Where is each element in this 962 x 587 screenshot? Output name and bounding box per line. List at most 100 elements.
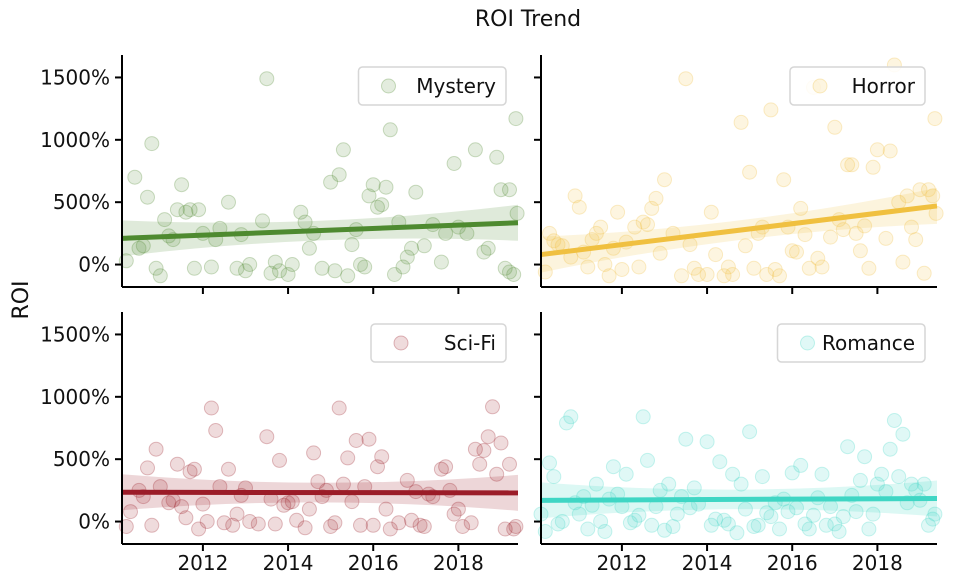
- point-sci-fi-73: [467, 441, 483, 457]
- point-sci-fi-32: [272, 452, 287, 468]
- point-horror-80: [916, 265, 932, 281]
- point-horror-77: [904, 219, 919, 235]
- point-mystery-38: [323, 174, 339, 190]
- point-mystery-61: [433, 254, 449, 270]
- point-sci-fi-29: [259, 429, 275, 445]
- point-sci-fi-69: [446, 506, 462, 522]
- point-romance-63: [806, 507, 821, 523]
- point-romance-62: [801, 521, 817, 537]
- point-mystery-42: [340, 268, 356, 284]
- point-romance-58: [784, 465, 800, 481]
- point-sci-fi-13: [182, 464, 198, 480]
- point-horror-62: [835, 222, 851, 238]
- point-mystery-58: [408, 184, 424, 200]
- point-sci-fi-39: [306, 445, 322, 461]
- point-mystery-32: [284, 257, 300, 272]
- point-romance-41: [712, 454, 728, 470]
- point-sci-fi-77: [485, 399, 500, 415]
- legend-marker-sci-fi: [393, 335, 409, 351]
- point-mystery-8: [157, 212, 173, 228]
- point-sci-fi-24: [229, 506, 245, 522]
- point-romance-2: [542, 455, 557, 471]
- point-mystery-68: [480, 240, 496, 256]
- x-tick-label-sci-fi-0: 2012: [177, 551, 228, 575]
- point-sci-fi-83: [508, 519, 524, 534]
- point-horror-54: [797, 227, 813, 243]
- point-romance-60: [793, 457, 809, 473]
- point-sci-fi-79: [493, 435, 509, 451]
- point-horror-47: [767, 262, 783, 277]
- point-sci-fi-47: [340, 450, 356, 466]
- point-sci-fi-78: [489, 466, 505, 482]
- point-horror-57: [810, 250, 826, 266]
- point-sci-fi-14: [186, 461, 202, 477]
- point-sci-fi-71: [455, 519, 471, 534]
- point-romance-42: [716, 512, 732, 528]
- point-romance-21: [622, 515, 638, 531]
- point-mystery-35: [301, 240, 317, 256]
- point-mystery-25: [242, 257, 258, 272]
- point-horror-42: [746, 260, 762, 276]
- legend-marker-horror: [812, 78, 828, 94]
- point-horror-35: [708, 247, 724, 263]
- point-mystery-57: [404, 240, 419, 256]
- point-sci-fi-59: [399, 472, 415, 488]
- point-horror-37: [720, 259, 736, 275]
- point-romance-74: [852, 472, 868, 488]
- point-horror-21: [635, 214, 651, 230]
- point-sci-fi-45: [331, 400, 347, 416]
- point-romance-51: [754, 469, 770, 485]
- point-romance-34: [678, 431, 694, 447]
- point-sci-fi-11: [174, 499, 190, 515]
- point-sci-fi-27: [242, 514, 258, 529]
- point-romance-67: [823, 499, 838, 515]
- point-sci-fi-76: [480, 429, 496, 445]
- point-horror-53: [793, 200, 809, 216]
- point-horror-81: [921, 182, 936, 198]
- point-sci-fi-17: [199, 514, 215, 529]
- point-mystery-33: [293, 204, 309, 220]
- point-mystery-2: [131, 240, 147, 256]
- point-horror-48: [772, 268, 787, 284]
- point-horror-1: [542, 225, 557, 241]
- point-mystery-71: [497, 260, 513, 276]
- point-mystery-48: [365, 177, 381, 193]
- point-mystery-72: [502, 182, 517, 198]
- point-mystery-52: [382, 122, 398, 138]
- point-mystery-29: [267, 254, 283, 270]
- point-mystery-5: [144, 136, 160, 152]
- point-romance-59: [789, 500, 804, 516]
- point-horror-24: [648, 190, 664, 206]
- point-sci-fi-43: [323, 519, 339, 534]
- point-horror-52: [789, 244, 804, 260]
- point-mystery-59: [416, 238, 432, 254]
- point-romance-50: [750, 517, 766, 533]
- legend-label-mystery: Mystery: [416, 74, 496, 98]
- point-sci-fi-28: [250, 516, 266, 532]
- point-horror-59: [823, 229, 838, 245]
- point-mystery-75: [509, 205, 525, 221]
- point-mystery-12: [174, 177, 190, 193]
- point-horror-63: [840, 157, 856, 173]
- point-mystery-31: [280, 267, 296, 282]
- legend-box-horror: [789, 66, 926, 106]
- point-horror-9: [580, 259, 596, 275]
- point-mystery-3: [135, 238, 151, 254]
- point-horror-76: [899, 188, 915, 204]
- point-mystery-50: [374, 197, 390, 213]
- point-romance-76: [861, 521, 877, 537]
- point-sci-fi-37: [297, 520, 313, 536]
- point-romance-90: [921, 517, 936, 533]
- point-horror-23: [644, 200, 660, 216]
- point-mystery-41: [335, 142, 351, 158]
- panel-sci-fi: 0% 500% 1000% 1500% 2012 2014 2016 2018 Sci-Fi: [40, 312, 524, 575]
- point-romance-84: [895, 426, 911, 442]
- point-mystery-73: [506, 267, 522, 282]
- point-horror-22: [640, 217, 655, 233]
- x-tick-label-sci-fi-2: 2016: [348, 551, 399, 575]
- point-horror-65: [848, 225, 864, 241]
- point-sci-fi-50: [353, 517, 368, 533]
- panel-mystery: 0% 500% 1000% 1500% Mystery: [40, 55, 525, 294]
- point-mystery-26: [255, 213, 270, 229]
- point-romance-15: [597, 524, 613, 539]
